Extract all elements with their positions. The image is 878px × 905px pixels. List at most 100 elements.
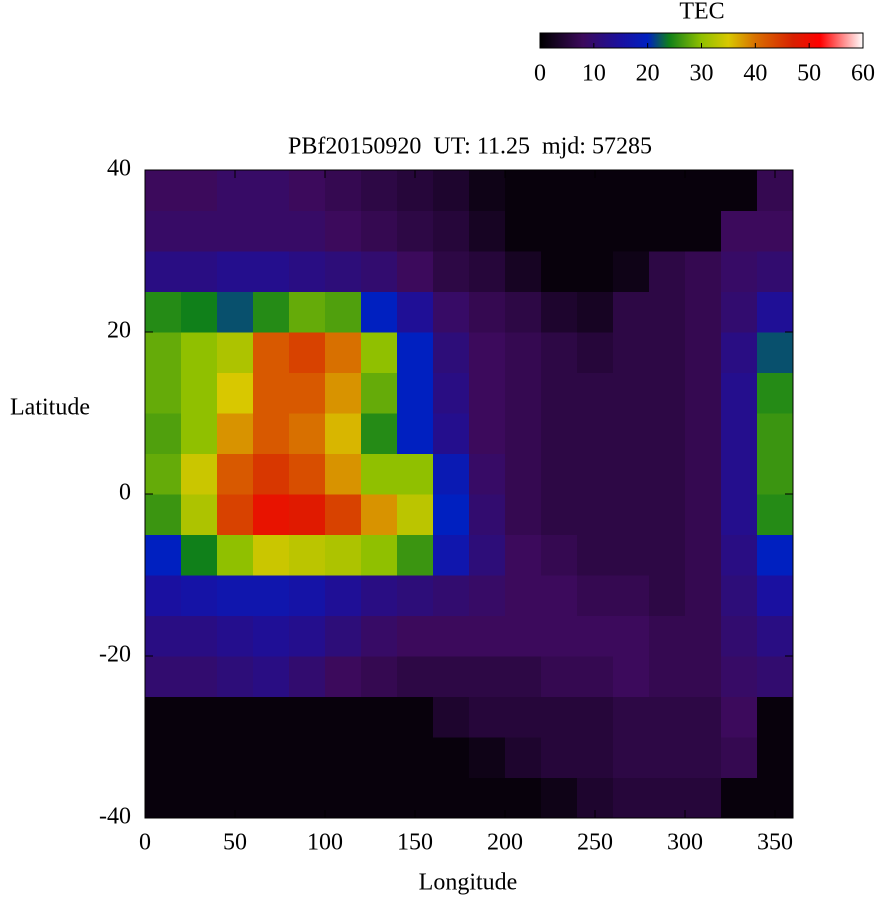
heat-cell	[505, 413, 542, 454]
heat-cell	[685, 413, 722, 454]
heat-cell	[145, 737, 182, 778]
heat-cell	[181, 453, 218, 495]
heat-cell	[181, 777, 218, 819]
heat-cell	[361, 534, 398, 576]
heat-cell	[181, 291, 218, 333]
heat-cell	[541, 413, 578, 454]
heat-cell	[289, 210, 326, 252]
heat-cell	[721, 372, 758, 414]
heat-cell	[433, 575, 470, 616]
y-tick-label: -20	[99, 642, 131, 668]
x-tick-label: 200	[487, 830, 523, 856]
heat-cell	[289, 777, 326, 819]
heat-cell	[613, 494, 650, 535]
heat-cell	[181, 170, 218, 211]
heat-cell	[325, 453, 362, 495]
heat-cell	[577, 575, 614, 616]
heat-cell	[757, 615, 794, 657]
heat-cell	[433, 737, 470, 778]
heat-cell	[613, 210, 650, 252]
heat-cell	[217, 251, 254, 292]
heat-cell	[469, 534, 506, 576]
heat-cell	[217, 615, 254, 657]
heat-cell	[325, 332, 362, 373]
heat-cell	[325, 777, 362, 819]
y-tick-label: -40	[99, 804, 131, 830]
heat-cell	[397, 737, 434, 778]
heat-cell	[397, 656, 434, 697]
heat-cell	[289, 534, 326, 576]
heat-cell	[289, 575, 326, 616]
heat-cell	[469, 372, 506, 414]
heat-cell	[181, 534, 218, 576]
heat-cell	[433, 210, 470, 252]
heat-cell	[469, 494, 506, 535]
heat-cell	[325, 656, 362, 697]
heat-cell	[325, 615, 362, 657]
heat-cell	[577, 453, 614, 495]
heat-cell	[217, 494, 254, 535]
heat-cell	[577, 291, 614, 333]
heat-cell	[469, 575, 506, 616]
heat-cell	[181, 575, 218, 616]
heat-cell	[505, 615, 542, 657]
heat-cell	[757, 696, 794, 738]
x-tick-label: 350	[757, 830, 793, 856]
heat-cell	[721, 332, 758, 373]
heat-cell	[577, 696, 614, 738]
heat-cell	[289, 372, 326, 414]
heat-cell	[145, 453, 182, 495]
heat-cell	[649, 453, 686, 495]
heat-cell	[469, 251, 506, 292]
heat-cell	[397, 332, 434, 373]
heat-cell	[577, 534, 614, 576]
heat-cell	[649, 372, 686, 414]
heat-cell	[685, 696, 722, 738]
heat-cell	[685, 777, 722, 819]
heat-cell	[433, 615, 470, 657]
heat-cell	[649, 251, 686, 292]
heat-cell	[325, 534, 362, 576]
heat-cell	[469, 656, 506, 697]
heat-cell	[397, 696, 434, 738]
x-axis-label: Longitude	[419, 870, 518, 896]
heat-cell	[397, 534, 434, 576]
heat-cell	[505, 737, 542, 778]
heat-cell	[181, 251, 218, 292]
heat-cell	[577, 656, 614, 697]
heat-cell	[721, 777, 758, 819]
heat-cell	[505, 251, 542, 292]
heat-cell	[433, 696, 470, 738]
heat-cell	[757, 251, 794, 292]
heat-cell	[613, 777, 650, 819]
heat-cell	[181, 696, 218, 738]
heat-cell	[217, 575, 254, 616]
heat-cell	[145, 615, 182, 657]
heat-cell	[505, 453, 542, 495]
heat-cell	[541, 575, 578, 616]
heat-cell	[217, 737, 254, 778]
heat-cell	[325, 575, 362, 616]
heat-cell	[613, 696, 650, 738]
heat-cell	[397, 413, 434, 454]
heat-cell	[505, 696, 542, 738]
heat-cell	[289, 656, 326, 697]
heat-cell	[181, 210, 218, 252]
heat-cell	[397, 615, 434, 657]
heat-cell	[325, 413, 362, 454]
heat-cell	[181, 615, 218, 657]
colorbar-tick-label: 50	[797, 61, 821, 87]
heat-cell	[721, 413, 758, 454]
y-tick-label: 40	[107, 156, 131, 182]
heat-cell	[685, 615, 722, 657]
heat-cell	[145, 777, 182, 819]
y-tick-label: 20	[107, 318, 131, 344]
heat-cell	[145, 534, 182, 576]
x-tick-label: 250	[577, 830, 613, 856]
heat-cell	[253, 575, 290, 616]
heat-cell	[433, 777, 470, 819]
heat-cell	[181, 656, 218, 697]
heat-cell	[757, 737, 794, 778]
heat-cell	[397, 453, 434, 495]
